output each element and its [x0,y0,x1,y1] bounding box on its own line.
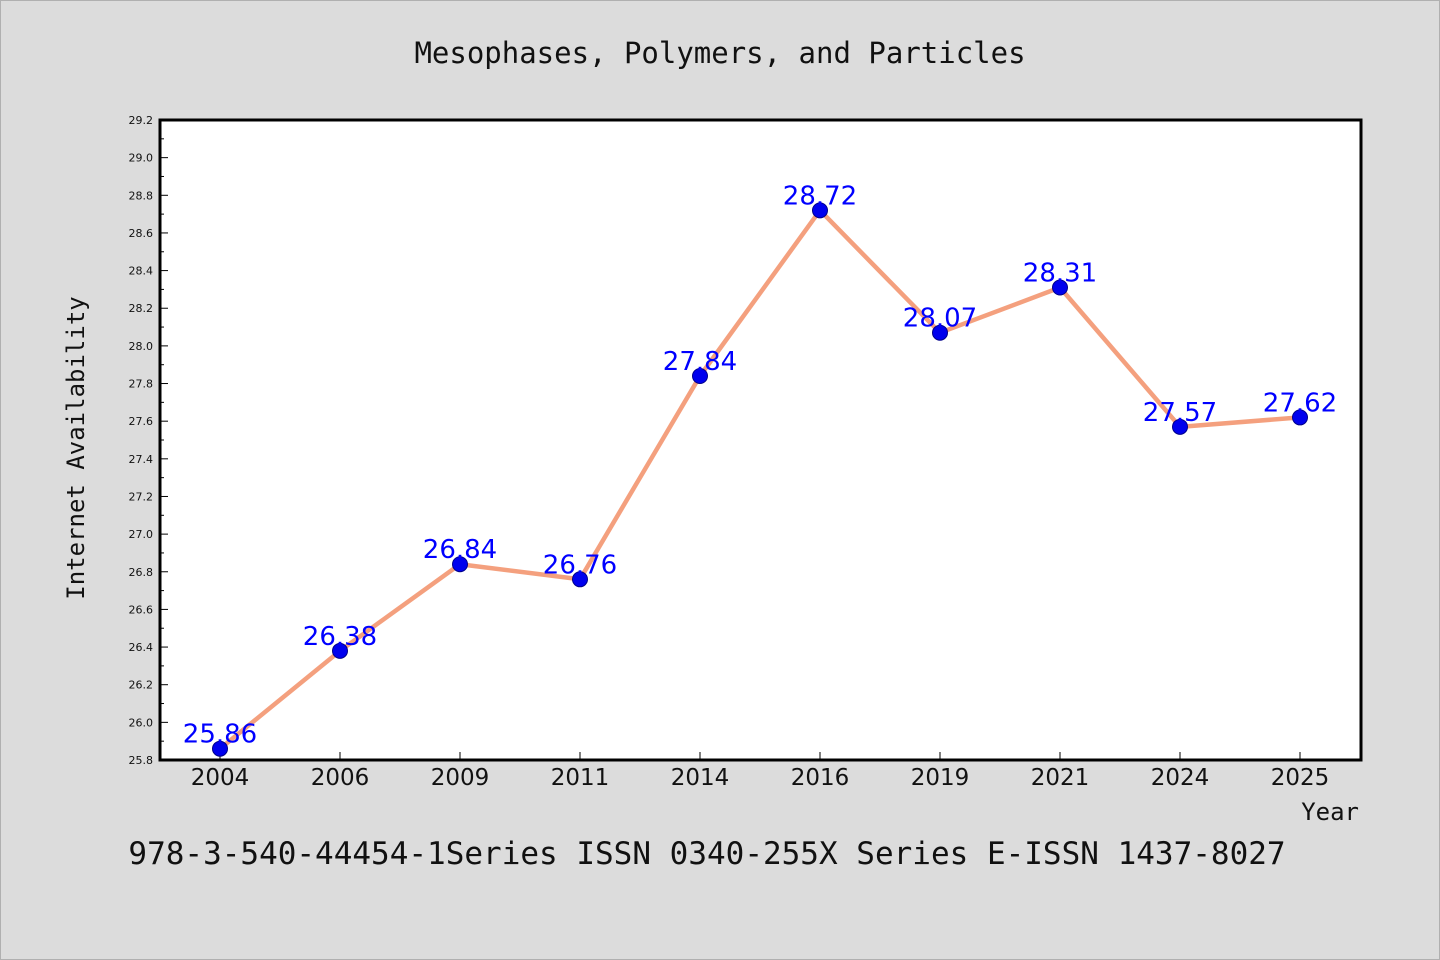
y-tick-label: 27.0 [129,528,154,541]
data-point [1292,409,1308,426]
data-label: 27.84 [663,347,737,377]
x-tick-label: 2019 [911,765,970,791]
data-label: 28.07 [903,304,977,334]
y-tick-label: 26.6 [129,603,154,616]
y-tick-label: 26.4 [129,641,154,654]
data-point [332,642,348,659]
x-tick-label: 2021 [1031,765,1090,791]
x-axis-label: Year [1301,798,1359,826]
x-tick-label: 2016 [791,765,850,791]
y-axis: 25.8 26.0 26.2 26.4 26.6 26.8 27.0 27.2 27.4 27.6… [129,114,168,767]
y-tick-label: 26.8 [129,566,154,579]
data-point [212,740,228,757]
x-tick-label: 2011 [551,765,610,791]
data-point [1172,418,1188,435]
series-line [218,208,1301,751]
x-tick-label: 2024 [1151,765,1210,791]
plot-area [158,118,1363,762]
y-tick-label: 29.0 [129,152,154,165]
y-tick-label: 28.8 [129,189,154,202]
x-tick-label: 2009 [431,765,490,791]
data-labels: 25.86 26.38 26.84 26.76 27.84 28.72 28.07 28.31… [183,181,1337,749]
x-tick-label: 2004 [191,765,250,791]
x-axis: 2004 2006 2009 2011 2014 2016 2019 2021 2024 2025 [191,752,1330,791]
y-tick-label: 27.2 [129,490,154,503]
y-tick-label: 29.2 [129,114,154,127]
data-point [572,571,588,588]
data-label: 26.84 [423,535,497,565]
y-tick-label: 27.6 [129,415,154,428]
y-tick-label: 27.4 [129,453,154,466]
data-point [1052,279,1068,296]
y-tick-label: 28.4 [129,265,154,278]
data-label: 26.38 [303,622,377,652]
y-tick-label: 27.8 [129,378,154,391]
x-tick-label: 2006 [311,765,370,791]
data-point [812,202,828,219]
y-tick-label: 25.8 [129,754,154,767]
y-tick-label: 28.2 [129,302,154,315]
series-markers [212,202,1308,757]
y-tick-label: 26.0 [129,716,154,729]
y-tick-label: 28.6 [129,227,154,240]
y-tick-label: 26.2 [129,679,154,692]
data-point [932,324,948,341]
data-point [692,368,708,384]
data-label: 28.72 [783,181,857,211]
y-tick-label: 28.0 [129,340,154,353]
chart-title: Mesophases, Polymers, and Particles [414,36,1025,70]
data-label: 27.57 [1143,398,1217,428]
footer-text: 978-3-540-44454-1Series ISSN 0340-255X S… [128,836,1285,872]
data-label: 27.62 [1263,388,1337,418]
data-point [452,556,468,573]
x-tick-label: 2014 [671,765,730,791]
x-tick-label: 2025 [1271,765,1330,791]
data-label: 26.76 [543,550,617,580]
data-label: 28.31 [1023,259,1097,289]
y-axis-label: Internet Availability [62,296,90,599]
data-label: 25.86 [183,720,257,750]
